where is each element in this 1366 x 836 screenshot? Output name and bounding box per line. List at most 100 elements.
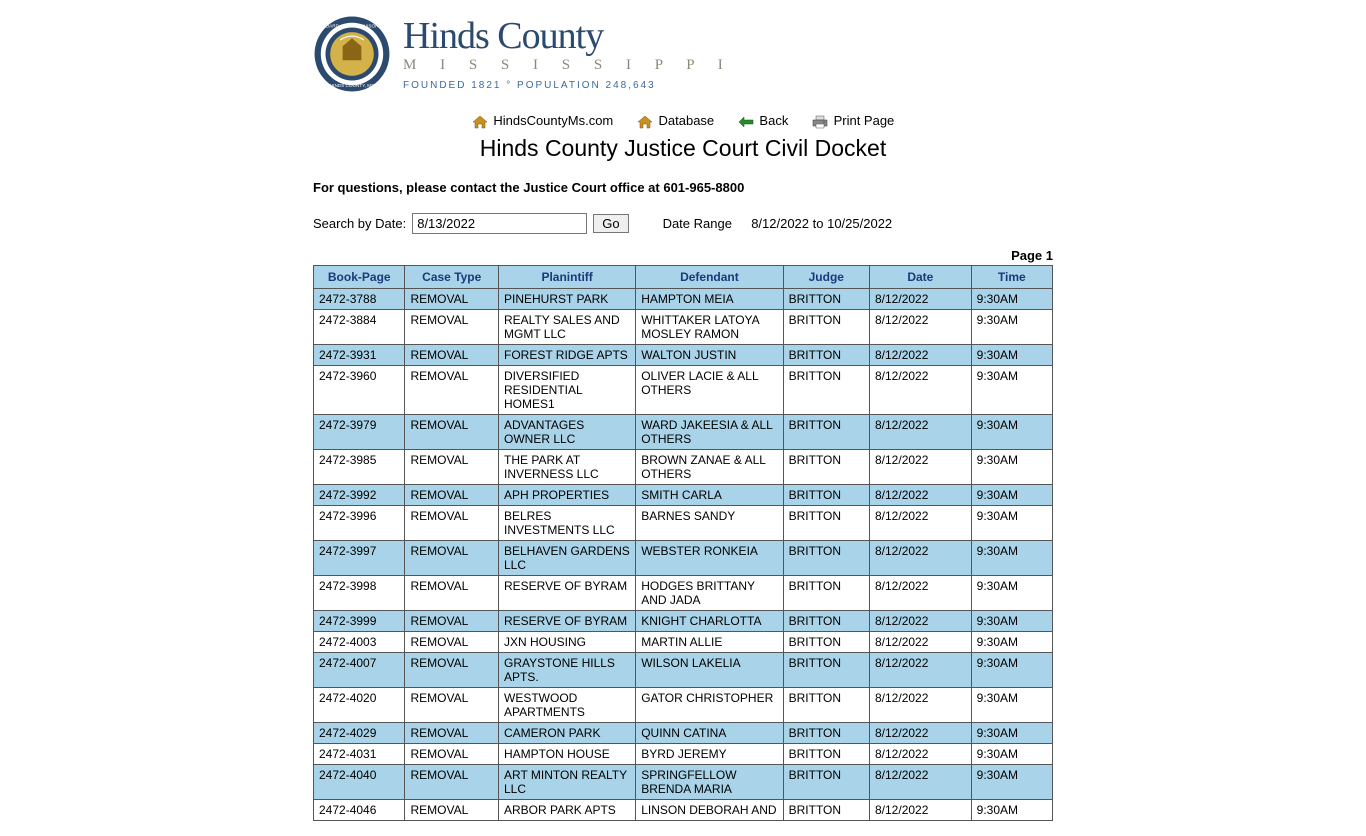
table-cell: ARBOR PARK APTS [499, 799, 636, 820]
table-cell: SPRINGFELLOW BRENDA MARIA [636, 764, 783, 799]
col-header-plaintiff[interactable]: Planintiff [499, 265, 636, 288]
table-cell: REMOVAL [405, 652, 499, 687]
table-cell: WALTON JUSTIN [636, 344, 783, 365]
nav-database-link[interactable]: Database [637, 113, 718, 128]
table-cell: REALTY SALES AND MGMT LLC [499, 309, 636, 344]
go-button[interactable]: Go [593, 214, 628, 233]
table-row: 2472-3960REMOVALDIVERSIFIED RESIDENTIAL … [314, 365, 1053, 414]
table-cell: 2472-3960 [314, 365, 405, 414]
svg-text:HINDS COUNTY, MS: HINDS COUNTY, MS [330, 83, 374, 88]
table-cell: BRITTON [783, 449, 869, 484]
table-cell: REMOVAL [405, 743, 499, 764]
table-cell: 8/12/2022 [870, 484, 972, 505]
table-row: 2472-3788REMOVALPINEHURST PARKHAMPTON ME… [314, 288, 1053, 309]
table-cell: 8/12/2022 [870, 344, 972, 365]
table-cell: 2472-3931 [314, 344, 405, 365]
table-cell: DIVERSIFIED RESIDENTIAL HOMES1 [499, 365, 636, 414]
table-cell: MARTIN ALLIE [636, 631, 783, 652]
table-cell: 9:30AM [971, 365, 1052, 414]
search-row: Search by Date: Go Date Range 8/12/2022 … [313, 213, 1053, 234]
table-row: 2472-3985REMOVALTHE PARK AT INVERNESS LL… [314, 449, 1053, 484]
table-cell: 9:30AM [971, 344, 1052, 365]
nav-home-link[interactable]: HindsCountyMs.com [472, 113, 617, 128]
table-cell: REMOVAL [405, 722, 499, 743]
table-cell: REMOVAL [405, 799, 499, 820]
table-cell: REMOVAL [405, 540, 499, 575]
table-cell: 2472-4031 [314, 743, 405, 764]
table-cell: 2472-3979 [314, 414, 405, 449]
table-cell: JXN HOUSING [499, 631, 636, 652]
table-cell: BRITTON [783, 799, 869, 820]
table-cell: REMOVAL [405, 687, 499, 722]
table-cell: 9:30AM [971, 540, 1052, 575]
table-cell: BELRES INVESTMENTS LLC [499, 505, 636, 540]
table-cell: REMOVAL [405, 631, 499, 652]
table-row: 2472-3884REMOVALREALTY SALES AND MGMT LL… [314, 309, 1053, 344]
nav-database-label: Database [659, 113, 715, 128]
svg-text:BOARD OF SUPERVISORS: BOARD OF SUPERVISORS [322, 23, 381, 28]
table-cell: 2472-4029 [314, 722, 405, 743]
table-cell: SMITH CARLA [636, 484, 783, 505]
table-cell: BRITTON [783, 505, 869, 540]
table-cell: BRITTON [783, 722, 869, 743]
table-cell: 2472-4003 [314, 631, 405, 652]
table-cell: RESERVE OF BYRAM [499, 610, 636, 631]
table-cell: 2472-3992 [314, 484, 405, 505]
table-cell: 8/12/2022 [870, 610, 972, 631]
table-cell: BYRD JEREMY [636, 743, 783, 764]
header-logo: BOARD OF SUPERVISORS HINDS COUNTY, MS Hi… [313, 15, 1053, 93]
col-header-bookpage[interactable]: Book-Page [314, 265, 405, 288]
table-row: 2472-3997REMOVALBELHAVEN GARDENS LLCWEBS… [314, 540, 1053, 575]
col-header-casetype[interactable]: Case Type [405, 265, 499, 288]
col-header-defendant[interactable]: Defendant [636, 265, 783, 288]
table-row: 2472-4020REMOVALWESTWOOD APARTMENTSGATOR… [314, 687, 1053, 722]
table-cell: 9:30AM [971, 575, 1052, 610]
table-cell: KNIGHT CHARLOTTA [636, 610, 783, 631]
table-cell: 2472-3998 [314, 575, 405, 610]
table-cell: BROWN ZANAE & ALL OTHERS [636, 449, 783, 484]
table-cell: BRITTON [783, 610, 869, 631]
table-cell: WEBSTER RONKEIA [636, 540, 783, 575]
col-header-judge[interactable]: Judge [783, 265, 869, 288]
table-cell: 8/12/2022 [870, 288, 972, 309]
table-cell: REMOVAL [405, 484, 499, 505]
table-cell: WARD JAKEESIA & ALL OTHERS [636, 414, 783, 449]
back-arrow-icon [738, 116, 754, 128]
nav-print-label: Print Page [834, 113, 895, 128]
table-cell: 9:30AM [971, 743, 1052, 764]
table-cell: 8/12/2022 [870, 449, 972, 484]
table-row: 2472-4029REMOVALCAMERON PARKQUINN CATINA… [314, 722, 1053, 743]
nav-print-link[interactable]: Print Page [812, 113, 894, 128]
table-row: 2472-4003REMOVALJXN HOUSINGMARTIN ALLIEB… [314, 631, 1053, 652]
printer-icon [812, 115, 828, 129]
table-cell: APH PROPERTIES [499, 484, 636, 505]
table-row: 2472-3931REMOVALFOREST RIDGE APTSWALTON … [314, 344, 1053, 365]
table-cell: GRAYSTONE HILLS APTS. [499, 652, 636, 687]
table-cell: 8/12/2022 [870, 743, 972, 764]
search-date-input[interactable] [412, 213, 587, 234]
table-row: 2472-3999REMOVALRESERVE OF BYRAMKNIGHT C… [314, 610, 1053, 631]
table-cell: 8/12/2022 [870, 764, 972, 799]
table-cell: 2472-4040 [314, 764, 405, 799]
table-row: 2472-4007REMOVALGRAYSTONE HILLS APTS.WIL… [314, 652, 1053, 687]
table-cell: BARNES SANDY [636, 505, 783, 540]
table-cell: BRITTON [783, 687, 869, 722]
table-cell: 8/12/2022 [870, 575, 972, 610]
table-cell: 2472-3997 [314, 540, 405, 575]
table-row: 2472-3998REMOVALRESERVE OF BYRAMHODGES B… [314, 575, 1053, 610]
table-cell: 9:30AM [971, 449, 1052, 484]
col-header-time[interactable]: Time [971, 265, 1052, 288]
table-cell: RESERVE OF BYRAM [499, 575, 636, 610]
page-indicator: Page 1 [313, 248, 1053, 263]
table-cell: 8/12/2022 [870, 540, 972, 575]
table-row: 2472-3996REMOVALBELRES INVESTMENTS LLCBA… [314, 505, 1053, 540]
table-cell: REMOVAL [405, 414, 499, 449]
table-cell: 9:30AM [971, 799, 1052, 820]
table-cell: BRITTON [783, 743, 869, 764]
table-row: 2472-4046REMOVALARBOR PARK APTSLINSON DE… [314, 799, 1053, 820]
page-title: Hinds County Justice Court Civil Docket [313, 135, 1053, 162]
nav-back-link[interactable]: Back [738, 113, 792, 128]
col-header-date[interactable]: Date [870, 265, 972, 288]
table-cell: BRITTON [783, 540, 869, 575]
table-cell: THE PARK AT INVERNESS LLC [499, 449, 636, 484]
